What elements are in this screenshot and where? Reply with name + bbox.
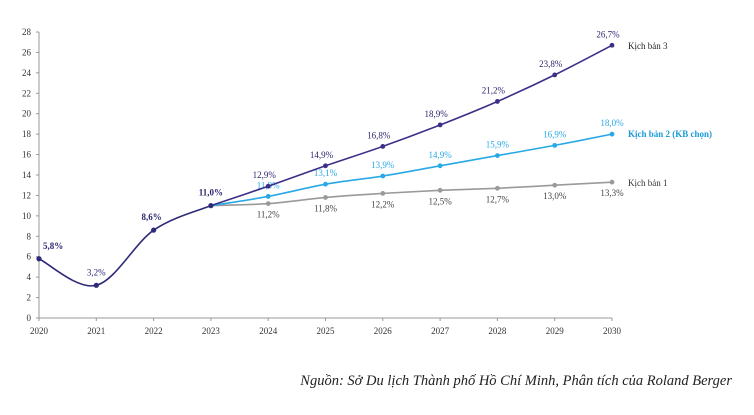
x-tick-label: 2026 [374,326,393,336]
source-note: Nguồn: Sở Du lịch Thành phố Hồ Chí Minh,… [300,373,732,389]
x-tick-label: 2023 [202,326,221,336]
y-tick-label: 8 [27,231,32,241]
scenario-2-point [552,142,558,148]
scenario-1-data-label: 12,5% [428,196,452,206]
scenario-2-point [437,163,443,169]
y-tick-label: 10 [22,211,32,221]
scenario-2-data-label: 16,9% [543,129,567,139]
y-tick-label: 28 [22,27,32,37]
scenario-1-data-label: 11,8% [314,203,337,213]
scenario-2-data-label: 13,9% [371,160,395,170]
y-tick-label: 2 [27,293,32,303]
scenario-3-data-label: 23,8% [539,59,563,69]
scenario-3-point [552,72,558,78]
scenario-2-point [265,194,271,199]
scenario-3-data-label: 12,9% [253,170,277,180]
y-tick-label: 24 [22,68,32,78]
scenario-2-point [380,173,386,179]
y-tick-label: 4 [27,272,32,282]
historical-data-label: 5,8% [43,241,63,251]
y-tick-label: 0 [27,313,32,323]
historical-point [93,282,99,288]
scenario-1-point [380,190,386,196]
historical-data-label: 11,0% [199,188,223,198]
scenario-3-legend-label: Kịch bản 3 [628,41,668,51]
scenario-1-point [552,182,558,188]
x-tick-label: 2020 [30,326,49,336]
y-tick-label: 20 [22,109,32,119]
historical-data-label: 3,2% [87,267,106,277]
scenario-2-data-label: 18,0% [600,118,624,128]
scenario-3-point [265,183,271,189]
x-tick-label: 2027 [431,326,450,336]
scenario-2-data-label: 13,1% [314,168,338,178]
scenario-1-point [609,179,615,185]
scenario-3-point [495,99,500,104]
scenario-1-line [210,181,613,207]
scenario-3-point [380,144,386,149]
scenario-2-data-label: 14,9% [428,150,452,160]
scenario-1-data-label: 13,0% [543,191,567,201]
scenario-1-data-label: 13,3% [600,188,624,198]
x-tick-label: 2024 [259,326,278,336]
scenario-1-data-label: 11,2% [257,210,280,220]
scenario-3-data-label: 26,7% [596,29,620,39]
scenario-2-point [323,181,328,187]
scenario-2-line [210,133,613,207]
y-tick-label: 16 [22,150,32,160]
y-tick-label: 6 [27,252,32,262]
historical-data-label: 8,6% [141,212,161,222]
historical-line [38,204,212,287]
y-tick-label: 18 [22,129,32,139]
x-tick-label: 2028 [488,326,507,336]
scenario-3-point [609,42,615,48]
scenario-3-data-label: 14,9% [310,150,334,160]
historical-point [151,227,157,233]
scenario-1-point [495,185,500,191]
historical-point [208,203,214,209]
y-tick-label: 26 [22,47,32,57]
scenario-2-data-label: 15,9% [486,140,510,150]
x-tick-label: 2022 [145,326,163,336]
x-tick-label: 2030 [603,326,622,336]
scenario-3-point [437,122,443,128]
scenario-1-point [323,195,328,200]
historical-point [36,256,42,262]
scenario-2-legend-label: Kịch bản 2 (KB chọn) [628,129,712,139]
scenario-1-legend-label: Kịch bản 1 [628,178,668,188]
scenario-3-data-label: 21,2% [482,85,506,95]
y-tick-label: 12 [22,190,31,200]
line-chart: 0 2 4 6 8 10 12 14 16 18 20 22 24 26 28 2020 2021 2022 202… [22,27,712,336]
scenario-1-data-label: 12,2% [371,199,395,209]
scenario-1-data-label: 12,7% [486,194,510,204]
scenario-1-point [265,201,271,207]
scenario-3-point [323,163,328,169]
scenario-3-data-label: 18,9% [424,109,448,119]
scenario-1-point [437,187,443,193]
scenario-3-data-label: 16,8% [367,130,391,140]
y-tick-label: 14 [22,170,32,180]
scenario-2-point [609,131,615,137]
y-tick-label: 22 [22,88,31,98]
x-tick-label: 2021 [87,326,105,336]
x-tick-label: 2025 [317,326,336,336]
x-tick-label: 2029 [546,326,565,336]
scenario-2-point [495,153,500,158]
